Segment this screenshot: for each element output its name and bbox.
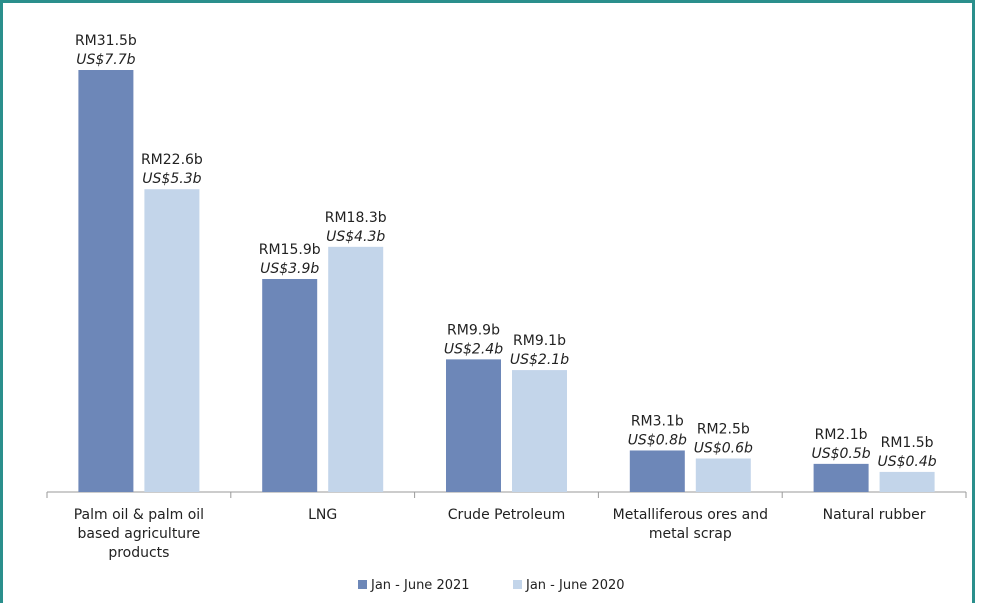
bar-2021-0: [78, 70, 134, 492]
category-label: based agriculture: [78, 526, 201, 542]
data-label-usd: US$2.4b: [444, 341, 503, 357]
category-label: Crude Petroleum: [448, 507, 565, 523]
data-label-usd: US$0.8b: [628, 432, 687, 448]
category-label: metal scrap: [649, 526, 732, 542]
data-label-rm: RM15.9b: [259, 242, 321, 258]
data-label-usd: US$0.6b: [694, 441, 753, 457]
category-label: products: [108, 545, 169, 561]
data-label-rm: RM18.3b: [325, 210, 387, 226]
legend-label: Jan - June 2021: [370, 578, 470, 593]
data-label-rm: RM22.6b: [141, 152, 203, 168]
legend: Jan - June 2021 Jan - June 2020: [358, 578, 625, 593]
data-label-rm: RM3.1b: [631, 413, 684, 429]
data-label-usd: US$5.3b: [142, 171, 201, 187]
category-label: Metalliferous ores and: [613, 507, 768, 523]
data-label-rm: RM31.5b: [75, 33, 137, 49]
data-label-usd: US$4.3b: [326, 229, 385, 245]
bar-2021-4: [813, 463, 869, 492]
data-label-usd: US$3.9b: [260, 261, 319, 277]
data-label-rm: RM1.5b: [881, 435, 934, 451]
category-label: LNG: [308, 507, 337, 523]
data-label-usd: US$0.4b: [877, 454, 936, 470]
bar-2020-3: [695, 458, 751, 492]
bar-2020-0: [144, 189, 200, 492]
bar-2021-1: [262, 278, 318, 492]
data-label-rm: RM2.1b: [815, 427, 868, 443]
data-label-usd: US$7.7b: [76, 52, 135, 68]
bar-2021-2: [446, 359, 501, 492]
legend-label: Jan - June 2020: [525, 578, 625, 593]
legend-swatch: [513, 580, 522, 589]
bar-chart: RM31.5b US$7.7b RM22.6b US$5.3b RM15.9b US$3.…: [46, 33, 967, 593]
data-label-rm: RM9.1b: [513, 333, 566, 349]
data-label-rm: RM9.9b: [447, 322, 500, 338]
bar-2020-4: [879, 471, 935, 492]
data-label-usd: US$0.5b: [811, 446, 870, 462]
category-label: Natural rubber: [823, 507, 926, 523]
category-label: Palm oil & palm oil: [74, 507, 204, 523]
bar-2020-1: [328, 246, 384, 492]
legend-swatch: [358, 580, 367, 589]
data-label-usd: US$2.1b: [510, 352, 569, 368]
data-label-rm: RM2.5b: [697, 422, 750, 438]
bar-2020-2: [512, 370, 567, 492]
bar-2021-3: [629, 450, 685, 492]
